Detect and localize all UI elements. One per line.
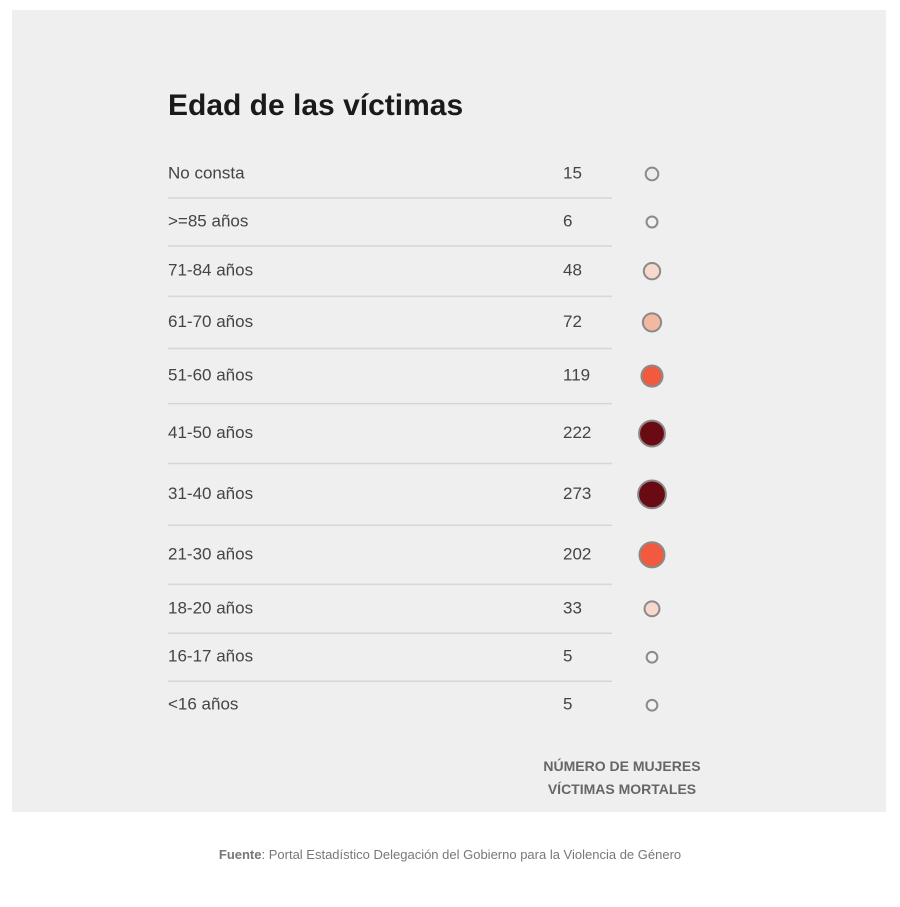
row-label: 16-17 años xyxy=(168,647,253,666)
dot xyxy=(644,166,660,182)
row-label: <16 años xyxy=(168,695,238,714)
row-label: 61-70 años xyxy=(168,312,253,331)
row-value: 48 xyxy=(563,261,582,280)
row-value: 72 xyxy=(563,312,582,331)
dot xyxy=(642,262,662,281)
row-value: 273 xyxy=(563,484,591,503)
source: Fuente: Portal Estadístico Delegación de… xyxy=(219,847,681,862)
row-label: 51-60 años xyxy=(168,366,253,385)
row-label: 71-84 años xyxy=(168,261,253,280)
row-label: 18-20 años xyxy=(168,598,253,617)
row-value: 202 xyxy=(563,544,591,563)
row-label: 21-30 años xyxy=(168,544,253,563)
row-value: 6 xyxy=(563,211,572,230)
dot xyxy=(641,312,663,333)
row-label: No consta xyxy=(168,163,245,182)
row-label: 31-40 años xyxy=(168,484,253,503)
dot xyxy=(638,419,666,448)
dot xyxy=(637,479,667,510)
row-value: 119 xyxy=(563,366,590,385)
dot xyxy=(645,650,659,664)
source-text: : Portal Estadístico Delegación del Gobi… xyxy=(262,847,682,862)
row-value: 33 xyxy=(563,598,582,617)
chart-title: Edad de las víctimas xyxy=(168,89,463,122)
panel xyxy=(12,10,886,812)
value-axis-label: NÚMERO DE MUJERES VÍCTIMAS MORTALES xyxy=(543,757,700,797)
dot xyxy=(638,541,666,569)
row-value: 222 xyxy=(563,423,591,442)
row-label: 41-50 años xyxy=(168,423,253,442)
dot xyxy=(643,600,661,618)
dot xyxy=(640,364,664,388)
dot xyxy=(645,215,659,229)
dot xyxy=(645,698,659,712)
value-axis-label-line: VÍCTIMAS MORTALES xyxy=(548,781,696,797)
row-value: 5 xyxy=(563,695,572,714)
row-value: 5 xyxy=(563,647,572,666)
row-label: >=85 años xyxy=(168,211,248,230)
row-value: 15 xyxy=(563,163,582,182)
value-axis-label-line: NÚMERO DE MUJERES xyxy=(543,757,700,774)
source-label: Fuente xyxy=(219,847,262,862)
